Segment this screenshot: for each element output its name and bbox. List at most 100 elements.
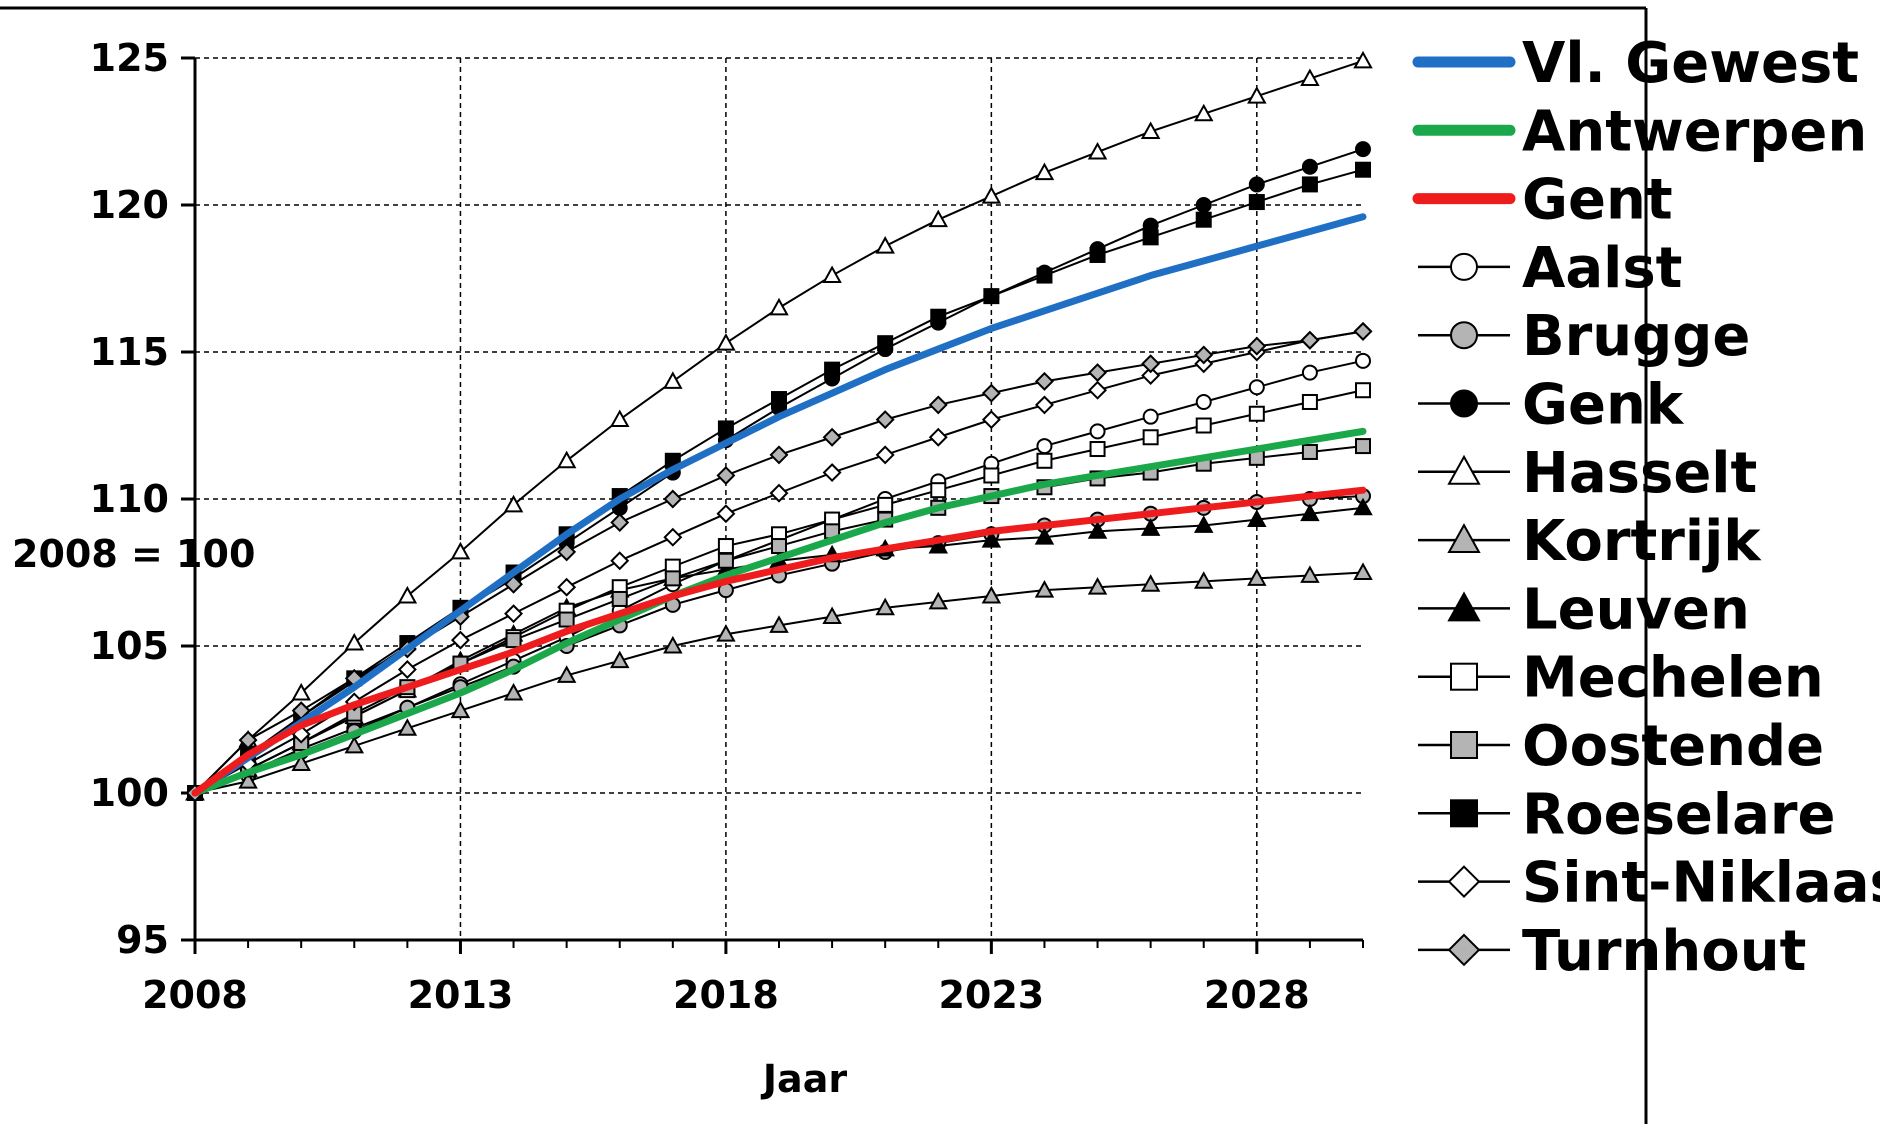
data-point-roeselare xyxy=(930,308,947,325)
data-point-sint-niklaas xyxy=(610,551,630,571)
legend-marker xyxy=(1447,591,1481,622)
legend-label: Leuven xyxy=(1522,577,1750,642)
data-point-leuven xyxy=(1193,515,1214,533)
data-point-leuven xyxy=(928,535,949,554)
series-line-vl-gewest xyxy=(191,213,1367,797)
data-point-mechelen xyxy=(1355,382,1371,399)
data-point-kortrijk xyxy=(609,650,630,669)
data-point-sint-niklaas xyxy=(504,604,524,624)
data-point-hasselt xyxy=(1353,50,1373,69)
data-point-hasselt xyxy=(716,333,736,351)
data-point-sint-niklaas xyxy=(875,445,895,465)
series-line-kortrijk xyxy=(194,571,1364,794)
legend-marker xyxy=(1447,454,1481,485)
legend-label: Antwerpen xyxy=(1522,99,1867,164)
data-point-hasselt xyxy=(1087,141,1108,160)
data-point-kortrijk xyxy=(716,624,736,642)
legend-marker xyxy=(1450,389,1478,418)
x-tick-label: 2028 xyxy=(1204,973,1310,1017)
x-tick-labels: 2008 2013 2018 2023 2028 xyxy=(142,973,1310,1017)
series-line-antwerpen xyxy=(191,427,1367,797)
series-vl-gewest xyxy=(191,213,1367,797)
data-point-leuven xyxy=(1140,518,1161,536)
data-point-oostende xyxy=(611,590,628,607)
data-point-genk xyxy=(1248,176,1265,193)
data-point-turnhout xyxy=(663,489,683,509)
legend-item-brugge: Brugge xyxy=(1418,304,1750,369)
y-tick-label: 95 xyxy=(116,918,169,962)
y-tick-label: 110 xyxy=(90,477,169,521)
data-point-sint-niklaas xyxy=(450,630,470,650)
data-point-genk xyxy=(1301,158,1318,175)
legend-marker xyxy=(1450,252,1478,281)
data-point-hasselt xyxy=(1034,162,1055,181)
data-point-hasselt xyxy=(397,585,418,604)
data-point-roeselare xyxy=(1089,246,1106,263)
x-tick-label: 2023 xyxy=(938,973,1044,1017)
y-tick-label: 105 xyxy=(90,624,169,668)
data-point-hasselt xyxy=(981,186,1002,204)
data-point-kortrijk xyxy=(1247,568,1267,586)
legend-item-oostende: Oostende xyxy=(1418,714,1824,779)
data-point-oostende xyxy=(717,552,734,569)
data-point-oostende xyxy=(1301,443,1318,460)
data-point-turnhout xyxy=(716,466,736,485)
data-point-roeselare xyxy=(1036,267,1053,284)
y-tick-label: 100 xyxy=(90,771,169,815)
x-axis-label: Jaar xyxy=(760,1057,847,1101)
data-point-sint-niklaas xyxy=(769,483,789,503)
data-point-hasselt xyxy=(822,265,842,283)
legend-item-kortrijk: Kortrijk xyxy=(1418,509,1762,574)
data-point-kortrijk xyxy=(450,700,471,719)
series-kortrijk xyxy=(185,562,1373,801)
legend-label: Aalst xyxy=(1522,236,1682,301)
y-tick-label: 120 xyxy=(90,183,169,227)
data-point-mechelen xyxy=(1195,417,1212,434)
data-point-aalst xyxy=(1036,438,1053,455)
legend-item-antwerpen: Antwerpen xyxy=(1412,99,1867,164)
legend-item-gent: Gent xyxy=(1412,168,1673,233)
data-point-sint-niklaas xyxy=(1141,366,1161,385)
data-point-turnhout xyxy=(981,383,1001,403)
data-point-turnhout xyxy=(557,542,577,562)
data-point-sint-niklaas xyxy=(1034,395,1054,415)
data-point-turnhout xyxy=(928,395,948,415)
data-point-hasselt xyxy=(928,209,949,228)
series-antwerpen xyxy=(191,427,1367,797)
data-point-sint-niklaas xyxy=(981,410,1001,430)
data-point-hasselt xyxy=(450,541,471,560)
data-point-turnhout xyxy=(504,574,524,594)
data-point-oostende xyxy=(1355,438,1371,455)
data-point-roeselare xyxy=(717,420,734,437)
y-axis-label: 2008 = 100 xyxy=(12,532,255,576)
data-point-roeselare xyxy=(983,288,1000,305)
data-point-oostende xyxy=(505,632,522,649)
data-point-mechelen xyxy=(1142,429,1159,446)
data-point-oostende xyxy=(558,611,575,628)
data-point-turnhout xyxy=(1247,336,1267,356)
data-point-aalst xyxy=(1301,364,1318,381)
x-tick-label: 2013 xyxy=(408,973,514,1017)
data-point-kortrijk xyxy=(981,585,1002,604)
data-point-roeselare xyxy=(1195,211,1212,228)
series-line-hasselt xyxy=(194,59,1364,794)
data-point-turnhout xyxy=(1300,330,1320,350)
data-point-roeselare xyxy=(771,391,787,408)
data-point-hasselt xyxy=(291,682,311,701)
legend-item-vl-gewest: Vl. Gewest xyxy=(1412,31,1859,96)
x-tick-label: 2018 xyxy=(673,973,779,1017)
data-point-roeselare xyxy=(1301,176,1318,193)
series-line-gent xyxy=(191,486,1367,797)
data-point-sint-niklaas xyxy=(557,577,577,597)
legend-label: Genk xyxy=(1522,373,1685,438)
y-tick-labels: 95 100 105 110 115 120 125 xyxy=(90,36,169,962)
data-point-turnhout xyxy=(822,427,842,447)
data-point-turnhout xyxy=(1088,363,1108,383)
legend-item-turnhout: Turnhout xyxy=(1418,919,1806,984)
data-point-leuven xyxy=(1353,497,1373,516)
data-point-kortrijk xyxy=(875,597,895,616)
legend-label: Vl. Gewest xyxy=(1522,31,1859,96)
data-point-kortrijk xyxy=(1034,580,1055,598)
legend-marker xyxy=(1447,933,1481,967)
